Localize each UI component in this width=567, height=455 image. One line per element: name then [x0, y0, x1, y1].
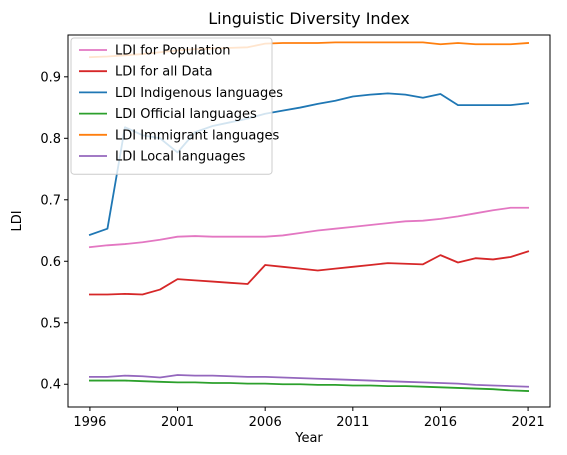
x-tick-label: 2011: [336, 415, 369, 430]
legend-label-5: LDI Local languages: [115, 150, 246, 165]
series-line-5: [89, 374, 530, 388]
y-axis-label: LDI: [10, 210, 25, 231]
y-tick-label: 0.6: [40, 255, 61, 270]
x-axis: 1996 2001 2006 2011 2016 2021: [73, 407, 545, 430]
legend-label-3: LDI Official languages: [115, 107, 257, 122]
y-tick-label: 0.7: [40, 193, 61, 208]
series-line-3: [89, 379, 530, 392]
series-line-0: [88, 206, 529, 249]
x-axis-label: Year: [294, 431, 323, 446]
legend: LDI for Population LDI for all Data LDI In…: [70, 37, 283, 175]
chart-title: Linguistic Diversity Index: [208, 9, 410, 28]
legend-label-4: LDI Immigrant languages: [115, 128, 280, 143]
y-tick-label: 0.8: [40, 132, 61, 147]
legend-label-0: LDI for Population: [115, 44, 231, 59]
y-tick-label: 0.9: [40, 70, 61, 85]
x-tick-label: 2016: [424, 415, 457, 430]
legend-label-2: LDI Indigenous languages: [115, 86, 283, 101]
x-tick-label: 1996: [73, 415, 106, 430]
y-tick-label: 0.5: [40, 316, 61, 331]
x-tick-label: 2021: [512, 415, 545, 430]
plot-frame: [67, 34, 551, 408]
x-tick-label: 2006: [249, 415, 282, 430]
y-tick-label: 0.4: [40, 378, 61, 393]
y-axis: 0.4 0.5 0.6 0.7 0.8 0.9: [40, 70, 68, 393]
legend-label-1: LDI for all Data: [115, 65, 213, 80]
x-tick-label: 2001: [161, 415, 194, 430]
series-line-1: [89, 250, 530, 296]
legend-box: [70, 37, 273, 175]
